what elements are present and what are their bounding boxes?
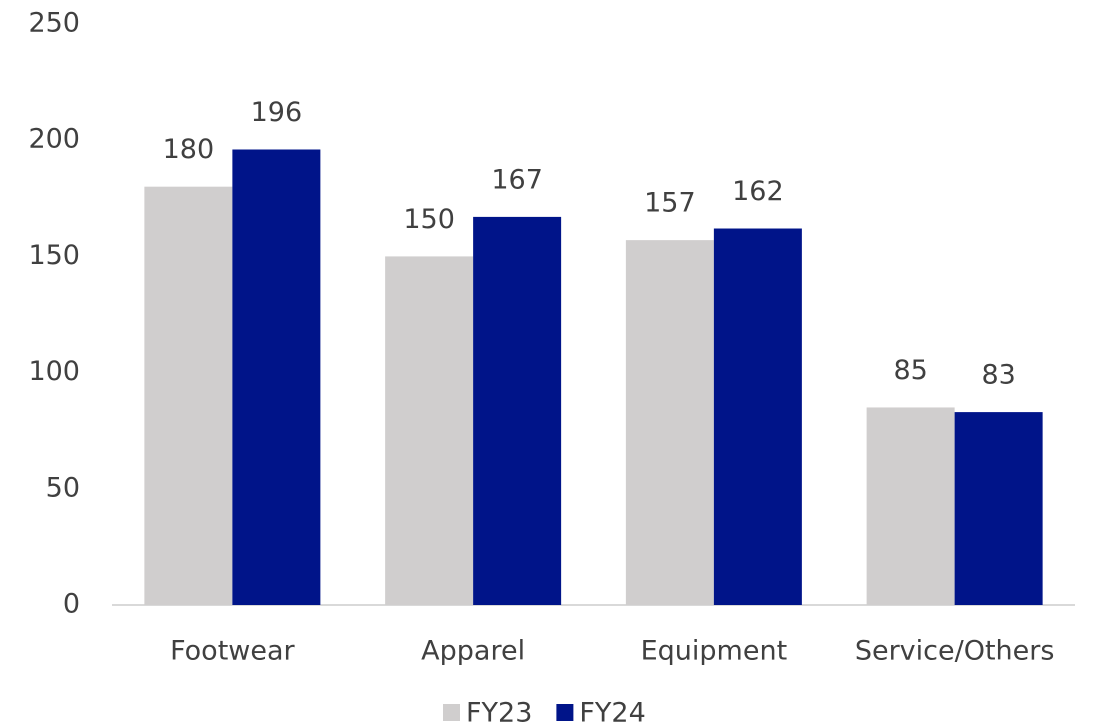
- bar: [473, 216, 562, 605]
- y-tick-label: 50: [46, 472, 80, 503]
- legend-swatch: [443, 704, 460, 721]
- data-label: 83: [981, 360, 1015, 391]
- data-label: 196: [251, 97, 303, 128]
- bar: [713, 228, 802, 605]
- bar: [954, 412, 1043, 605]
- data-label: 167: [491, 164, 543, 195]
- x-tick-label: Footwear: [170, 636, 295, 667]
- bar: [625, 240, 714, 605]
- y-tick-label: 200: [28, 124, 80, 155]
- legend-label: FY24: [579, 698, 645, 728]
- bar: [866, 407, 955, 605]
- data-label: 162: [732, 176, 784, 207]
- bar: [144, 186, 233, 605]
- data-label: 157: [644, 188, 696, 219]
- x-tick-label: Equipment: [641, 636, 788, 667]
- bar: [232, 149, 321, 605]
- legend-swatch: [556, 704, 574, 721]
- x-tick-label: Apparel: [421, 636, 525, 667]
- data-label: 180: [163, 134, 215, 165]
- y-tick-label: 150: [28, 240, 80, 271]
- y-tick-label: 250: [28, 8, 80, 39]
- y-tick-label: 0: [63, 589, 80, 620]
- legend-label: FY23: [466, 698, 532, 728]
- y-tick-label: 100: [28, 356, 80, 387]
- data-label: 150: [403, 204, 455, 235]
- bar: [385, 256, 474, 605]
- data-label: 85: [893, 355, 927, 386]
- x-tick-label: Service/Others: [855, 636, 1055, 667]
